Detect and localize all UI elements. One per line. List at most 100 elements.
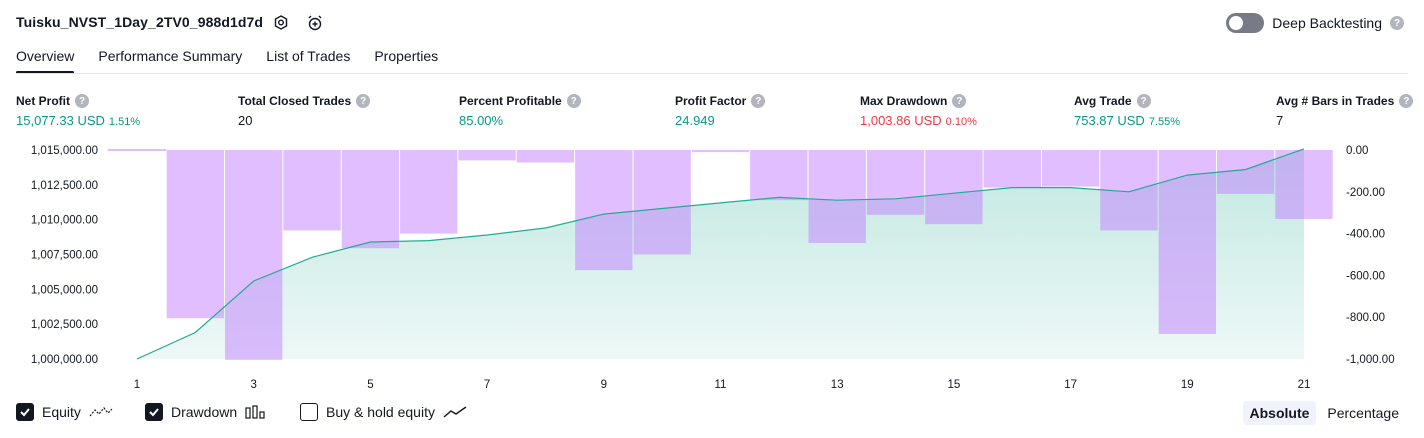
drawdown-checkbox[interactable] xyxy=(145,403,163,421)
percentage-button[interactable]: Percentage xyxy=(1327,405,1399,421)
y-right-tick-label: -200.00 xyxy=(1346,187,1385,199)
y-right-tick-label: 0.00 xyxy=(1346,145,1368,157)
tab-properties[interactable]: Properties xyxy=(374,48,439,64)
drawdown-bar xyxy=(750,150,808,201)
legend-drawdown[interactable]: Drawdown xyxy=(145,403,267,421)
metric-label: Avg # Bars in Trades xyxy=(1276,94,1395,108)
drawdown-bar xyxy=(633,150,691,255)
y-right-tick-label: -400.00 xyxy=(1346,229,1385,241)
drawdown-bars-icon xyxy=(245,405,265,419)
legend-label: Equity xyxy=(42,404,81,420)
metric-value: 85.00% xyxy=(459,113,504,128)
metric-percent: 1.51% xyxy=(108,116,141,128)
strategy-title: Tuisku_NVST_1Day_2TV0_988d1d7d xyxy=(16,14,264,30)
metric-net-profit: Net Profit? 15,077.33 USD 1.51% xyxy=(16,94,140,128)
info-icon[interactable]: ? xyxy=(952,94,967,108)
drawdown-bar xyxy=(1100,150,1158,231)
x-tick-label: 17 xyxy=(1064,379,1077,391)
info-icon[interactable]: ? xyxy=(75,94,89,108)
metric-value: 15,077.33 USD xyxy=(16,113,105,128)
drawdown-bar xyxy=(983,150,1041,188)
metric-value: 7 xyxy=(1276,113,1284,128)
equity-area xyxy=(137,148,1304,359)
deep-backtesting-toggle[interactable] xyxy=(1226,13,1265,33)
tab-performance-summary[interactable]: Performance Summary xyxy=(98,48,243,64)
x-tick-label: 19 xyxy=(1181,379,1194,391)
metric-label: Profit Factor xyxy=(675,94,747,108)
report-tabs: Overview Performance Summary List of Tra… xyxy=(16,48,439,74)
help-icon[interactable]: ? xyxy=(1390,16,1404,30)
absolute-button[interactable]: Absolute xyxy=(1242,401,1317,425)
drawdown-bar xyxy=(925,150,983,225)
metric-label: Max Drawdown xyxy=(860,94,948,108)
drawdown-bar xyxy=(225,150,283,360)
legend-label: Buy & hold equity xyxy=(326,404,435,420)
equity-line xyxy=(136,148,1305,360)
y-left-tick-label: 1,012,500.00 xyxy=(31,180,98,192)
metric-total-closed-trades: Total Closed Trades? 20 xyxy=(238,94,371,128)
deep-backtesting-control: Deep Backtesting ? xyxy=(1226,13,1404,33)
drawdown-bar xyxy=(1158,150,1216,334)
drawdown-bar xyxy=(808,150,866,244)
drawdown-bar xyxy=(341,150,400,249)
x-tick-label: 1 xyxy=(134,379,140,391)
y-left-tick-label: 1,002,500.00 xyxy=(31,319,98,331)
metric-label: Total Closed Trades xyxy=(238,94,352,108)
x-tick-label: 11 xyxy=(715,379,727,391)
legend-label: Drawdown xyxy=(171,404,238,420)
metric-label: Net Profit xyxy=(16,94,70,108)
metric-value: 24.949 xyxy=(675,113,715,128)
metric-profit-factor: Profit Factor? 24.949 xyxy=(675,94,766,128)
info-icon[interactable]: ? xyxy=(356,94,371,108)
y-left-tick-label: 1,015,000.00 xyxy=(31,145,98,157)
info-icon[interactable]: ? xyxy=(566,94,581,108)
metric-percent: 7.55% xyxy=(1148,116,1181,128)
info-icon[interactable]: ? xyxy=(1136,94,1151,108)
x-tick-label: 13 xyxy=(831,379,844,391)
x-tick-label: 5 xyxy=(367,379,373,391)
metric-value: 20 xyxy=(238,113,253,128)
y-left-tick-label: 1,005,000.00 xyxy=(31,284,98,296)
metric-label: Avg Trade xyxy=(1074,94,1132,108)
x-tick-label: 21 xyxy=(1298,379,1311,391)
metric-percent-profitable: Percent Profitable? 85.00% xyxy=(459,94,581,128)
tabs-divider xyxy=(16,73,1408,74)
info-icon[interactable]: ? xyxy=(751,94,766,108)
metric-avg-trade: Avg Trade? 753.87 USD 7.55% xyxy=(1074,94,1180,128)
legend-equity[interactable]: Equity xyxy=(16,403,113,421)
settings-icon[interactable] xyxy=(271,13,291,33)
y-right-tick-label: -1,000.00 xyxy=(1346,354,1395,366)
drawdown-bar xyxy=(166,150,225,319)
y-right-tick-label: -800.00 xyxy=(1346,312,1385,324)
equity-checkbox[interactable] xyxy=(16,403,34,421)
drawdown-bar xyxy=(866,150,925,215)
legend-buy-hold[interactable]: Buy & hold equity xyxy=(300,403,467,421)
drawdown-bar xyxy=(458,150,516,161)
x-tick-label: 3 xyxy=(250,379,256,391)
x-tick-label: 7 xyxy=(484,379,490,391)
info-icon[interactable]: ? xyxy=(1399,94,1414,108)
y-left-tick-label: 1,000,000.00 xyxy=(31,354,98,366)
deep-backtesting-label: Deep Backtesting xyxy=(1272,15,1382,31)
metric-value: 753.87 USD xyxy=(1074,113,1145,128)
drawdown-bar xyxy=(575,150,633,271)
scale-switch: Absolute Percentage xyxy=(1242,401,1407,425)
drawdown-bar xyxy=(1216,150,1275,194)
tab-overview[interactable]: Overview xyxy=(16,48,75,74)
buy-hold-checkbox[interactable] xyxy=(300,403,318,421)
x-tick-label: 15 xyxy=(948,379,961,391)
drawdown-bar xyxy=(400,150,458,234)
metric-label: Percent Profitable xyxy=(459,94,562,108)
buy-hold-line-icon xyxy=(443,406,467,418)
y-right-tick-label: -600.00 xyxy=(1346,270,1385,282)
metric-percent: 0.10% xyxy=(945,116,977,128)
y-left-tick-label: 1,010,000.00 xyxy=(31,215,98,227)
metric-max-drawdown: Max Drawdown? 1,003.86 USD 0.10% xyxy=(860,94,977,128)
x-tick-label: 9 xyxy=(601,379,607,391)
tab-list-of-trades[interactable]: List of Trades xyxy=(266,48,351,64)
drawdown-bar xyxy=(1275,150,1333,219)
drawdown-bar xyxy=(516,150,575,163)
add-alert-icon[interactable] xyxy=(305,13,325,33)
metric-value: 1,003.86 USD xyxy=(860,113,942,128)
equity-line-icon xyxy=(89,407,113,417)
